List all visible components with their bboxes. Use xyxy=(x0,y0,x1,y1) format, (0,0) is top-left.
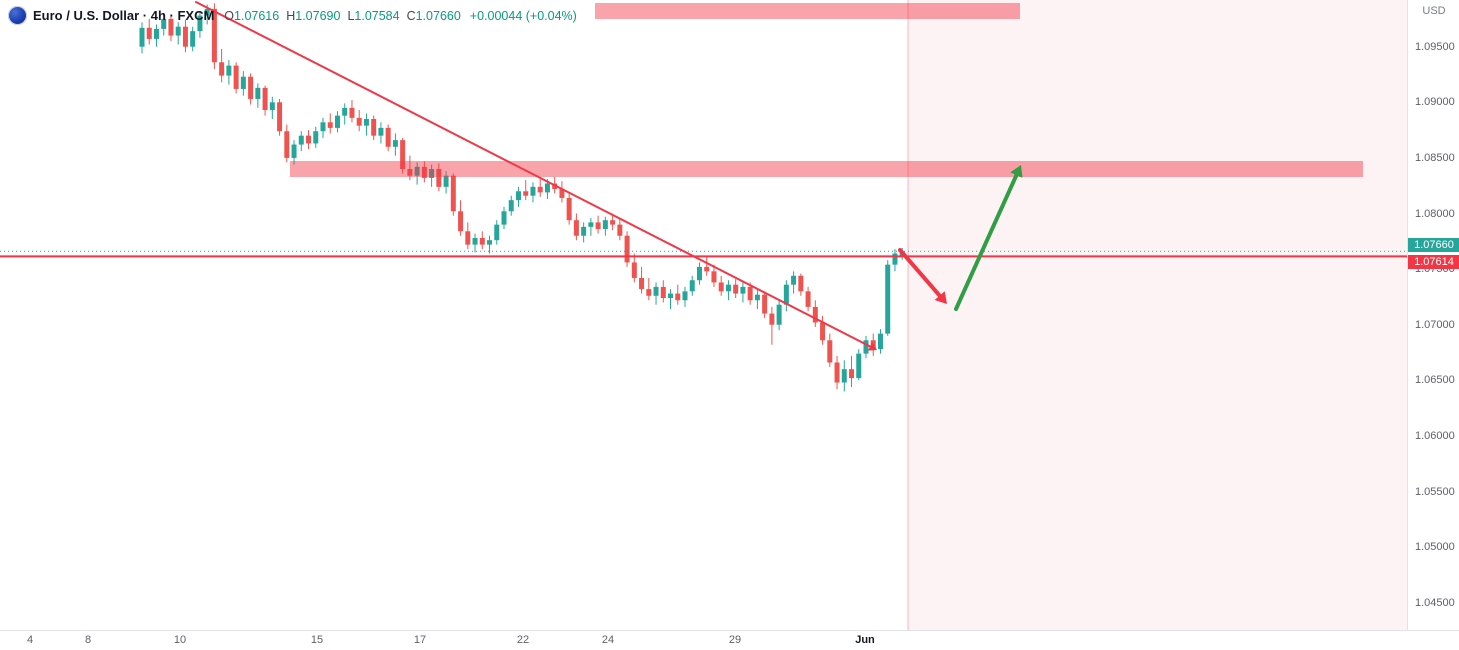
chart-pane[interactable]: Euro / U.S. Dollar · 4h · FXCM O1.07616 … xyxy=(0,0,1407,630)
time-axis-label: 29 xyxy=(728,634,742,646)
time-axis[interactable]: 4 8 10 15 17 22 24 29 Jun xyxy=(0,630,1459,650)
symbol-logo-icon[interactable] xyxy=(8,6,27,25)
price-change: +0.00044 (+0.04%) xyxy=(469,8,577,23)
time-axis-label: 4 xyxy=(26,634,34,646)
price-axis-label: 1.05000 xyxy=(1415,541,1455,554)
symbol-legend[interactable]: Euro / U.S. Dollar · 4h · FXCM O1.07616 … xyxy=(8,6,577,25)
candles-series xyxy=(139,3,905,392)
price-axis-label: 1.08500 xyxy=(1415,151,1455,164)
time-axis-label: 8 xyxy=(84,634,92,646)
green-up-arrow[interactable] xyxy=(954,165,1023,311)
high-value: H1.07690 xyxy=(286,8,341,23)
price-axis-label: 1.05500 xyxy=(1415,485,1455,498)
level-price-tag: 1.07614 xyxy=(1408,255,1459,270)
ohlc-readout: O1.07616 H1.07690 L1.07584 C1.07660 xyxy=(224,9,468,23)
open-value: O1.07616 xyxy=(224,8,280,23)
time-axis-label: 15 xyxy=(310,634,324,646)
time-axis-label: Jun xyxy=(855,634,875,646)
descending-trendline[interactable] xyxy=(195,1,877,351)
time-axis-label: 17 xyxy=(413,634,427,646)
chart-canvas[interactable] xyxy=(0,0,1407,630)
time-axis-label: 24 xyxy=(601,634,615,646)
price-axis-label: 1.07000 xyxy=(1415,318,1455,331)
price-axis-label: 1.04500 xyxy=(1415,596,1455,609)
currency-label: USD xyxy=(1422,5,1446,17)
price-axis-label: 1.08000 xyxy=(1415,207,1455,220)
supply-zone-upper[interactable] xyxy=(595,3,1020,19)
symbol-title[interactable]: Euro / U.S. Dollar · 4h · FXCM xyxy=(33,8,215,23)
low-value: L1.07584 xyxy=(347,8,400,23)
current-price-tag: 1.07660 xyxy=(1408,238,1459,253)
supply-zone-mid[interactable] xyxy=(290,161,1363,177)
close-value: C1.07660 xyxy=(406,8,461,23)
red-down-arrow[interactable] xyxy=(898,248,947,304)
time-axis-label: 22 xyxy=(516,634,530,646)
time-axis-label: 10 xyxy=(173,634,187,646)
future-projection-region xyxy=(908,0,1407,630)
price-axis-label: 1.06500 xyxy=(1415,374,1455,387)
price-axis-label: 1.09500 xyxy=(1415,40,1455,53)
price-axis[interactable]: USD 1.095001.090001.085001.080001.075001… xyxy=(1407,0,1459,630)
price-axis-label: 1.09000 xyxy=(1415,96,1455,109)
price-axis-label: 1.06000 xyxy=(1415,429,1455,442)
